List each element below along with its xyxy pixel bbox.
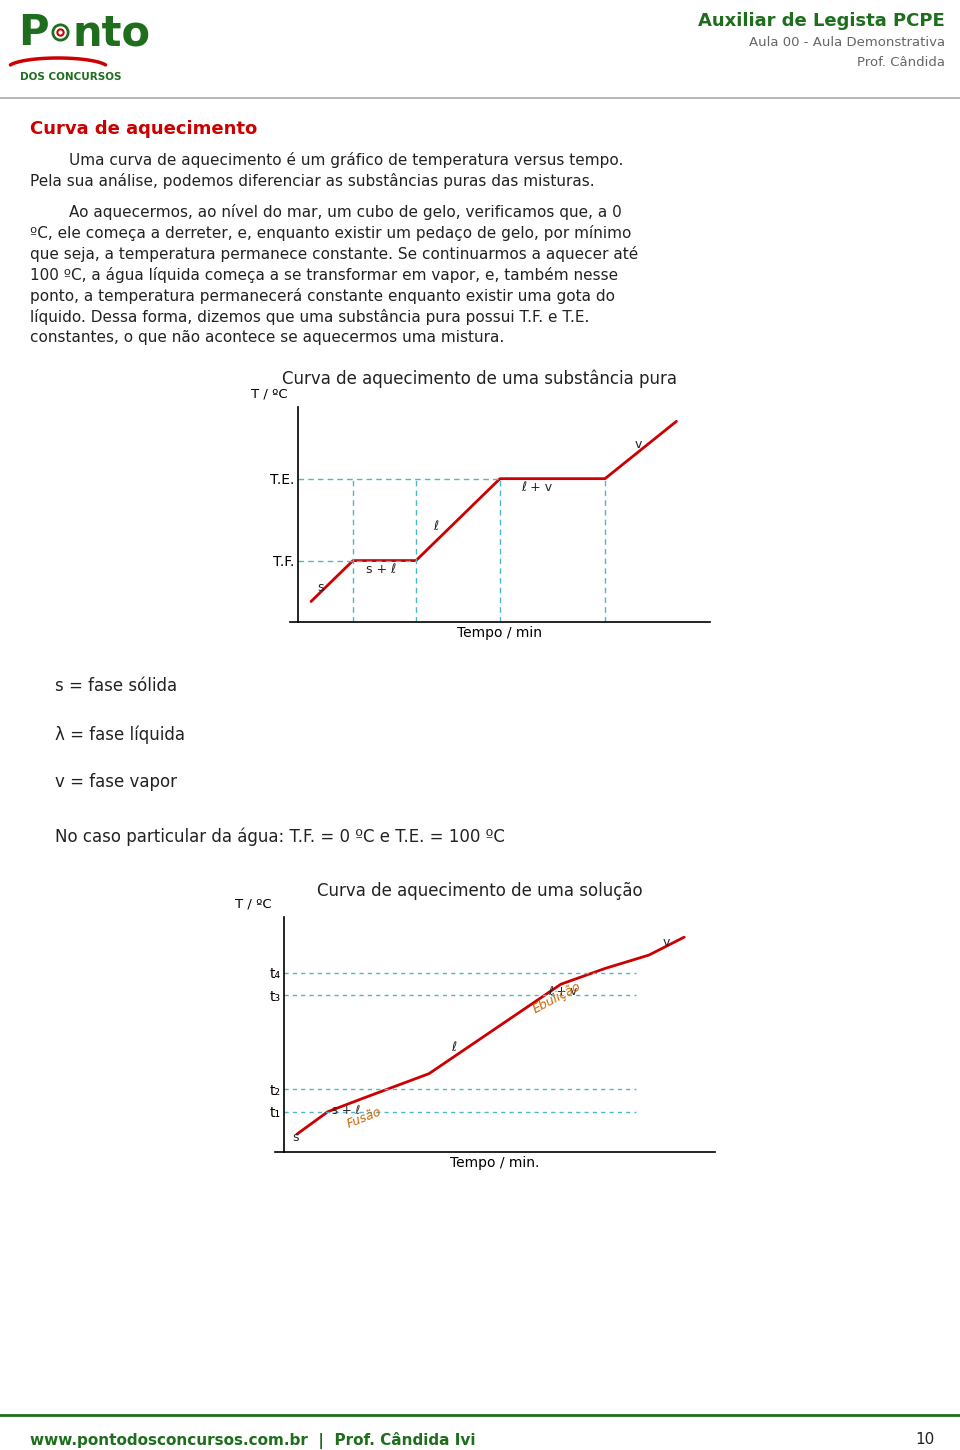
Text: s = fase sólida: s = fase sólida	[55, 677, 178, 695]
Text: Ebulição: Ebulição	[530, 980, 583, 1016]
Text: nto: nto	[73, 12, 151, 54]
Text: s + ℓ: s + ℓ	[366, 563, 396, 576]
Text: ℓ: ℓ	[451, 1041, 456, 1054]
X-axis label: Tempo / min: Tempo / min	[458, 626, 542, 639]
Text: v: v	[635, 438, 642, 451]
Text: Prof. Cândida: Prof. Cândida	[857, 57, 945, 70]
Text: T / ºC: T / ºC	[251, 387, 287, 400]
Text: líquido. Dessa forma, dizemos que uma substância pura possui T.F. e T.E.: líquido. Dessa forma, dizemos que uma su…	[30, 309, 589, 325]
Text: v: v	[662, 937, 669, 950]
Text: T / ºC: T / ºC	[234, 898, 272, 911]
Text: constantes, o que não acontece se aquecermos uma mistura.: constantes, o que não acontece se aquece…	[30, 331, 504, 345]
Text: ºC, ele começa a derreter, e, enquanto existir um pedaço de gelo, por mínimo: ºC, ele começa a derreter, e, enquanto e…	[30, 225, 632, 241]
Text: Auxiliar de Legista PCPE: Auxiliar de Legista PCPE	[698, 12, 945, 30]
Text: P: P	[18, 12, 49, 54]
Text: No caso particular da água: T.F. = 0 ºC e T.E. = 100 ºC: No caso particular da água: T.F. = 0 ºC …	[55, 826, 505, 845]
Text: ponto, a temperatura permanecerá constante enquanto existir uma gota do: ponto, a temperatura permanecerá constan…	[30, 289, 615, 304]
Text: www.pontodosconcursos.com.br  |  Prof. Cândida Ivi: www.pontodosconcursos.com.br | Prof. Cân…	[30, 1433, 475, 1449]
Text: DOS CONCURSOS: DOS CONCURSOS	[20, 72, 122, 83]
Text: 10: 10	[916, 1433, 935, 1447]
Text: Aula 00 - Aula Demonstrativa: Aula 00 - Aula Demonstrativa	[749, 36, 945, 49]
Text: s: s	[318, 581, 324, 594]
Text: v = fase vapor: v = fase vapor	[55, 773, 177, 792]
Text: ℓ + v: ℓ + v	[548, 986, 577, 999]
Text: Curva de aquecimento de uma substância pura: Curva de aquecimento de uma substância p…	[282, 368, 678, 387]
Text: Ao aquecermos, ao nível do mar, um cubo de gelo, verificamos que, a 0: Ao aquecermos, ao nível do mar, um cubo …	[30, 204, 622, 220]
Text: ℓ: ℓ	[433, 521, 438, 532]
Text: s: s	[293, 1131, 300, 1144]
Text: Fusão: Fusão	[346, 1105, 384, 1131]
Text: Pela sua análise, podemos diferenciar as substâncias puras das misturas.: Pela sua análise, podemos diferenciar as…	[30, 173, 594, 188]
X-axis label: Tempo / min.: Tempo / min.	[450, 1156, 540, 1170]
Text: s + ℓ: s + ℓ	[332, 1103, 361, 1116]
Text: Curva de aquecimento: Curva de aquecimento	[30, 120, 257, 138]
Text: Curva de aquecimento de uma solução: Curva de aquecimento de uma solução	[317, 882, 643, 900]
Text: λ = fase líquida: λ = fase líquida	[55, 725, 185, 744]
Text: ℓ + v: ℓ + v	[521, 481, 552, 494]
Text: que seja, a temperatura permanece constante. Se continuarmos a aquecer até: que seja, a temperatura permanece consta…	[30, 247, 638, 262]
Text: 100 ºC, a água líquida começa a se transformar em vapor, e, também nesse: 100 ºC, a água líquida começa a se trans…	[30, 267, 618, 283]
Text: Uma curva de aquecimento é um gráfico de temperatura versus tempo.: Uma curva de aquecimento é um gráfico de…	[30, 152, 623, 168]
